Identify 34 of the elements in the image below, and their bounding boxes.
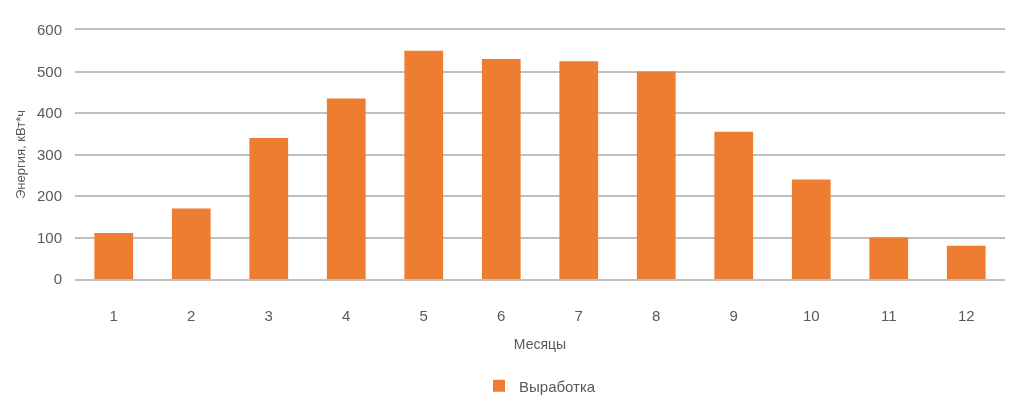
y-tick-label: 500	[36, 62, 62, 80]
bar	[714, 131, 754, 279]
x-tick-label: 5	[419, 307, 428, 324]
x-tick-label: 3	[264, 307, 273, 324]
x-tick-label: 11	[880, 307, 897, 324]
x-tick-label: 8	[652, 307, 661, 324]
x-axis-title: Месяцы	[513, 335, 567, 352]
x-tick-label: 2	[187, 307, 196, 324]
y-tick-label: 0	[53, 270, 62, 288]
y-tick-label: 100	[36, 228, 62, 246]
x-tick-label: 4	[342, 307, 351, 324]
x-tick-label: 1	[109, 307, 118, 324]
y-tick-label: 300	[36, 145, 62, 163]
legend-label: Выработка	[519, 377, 596, 395]
bar	[636, 71, 676, 279]
y-tick-label: 400	[36, 104, 62, 122]
y-axis-title: Энергия, кВт*ч	[12, 110, 28, 199]
bar	[171, 208, 211, 279]
x-tick-label: 10	[802, 307, 820, 324]
y-tick-label: 600	[36, 21, 62, 39]
bar	[946, 245, 986, 279]
bar	[481, 59, 521, 279]
x-tick-label: 7	[574, 307, 583, 324]
bar	[559, 61, 599, 279]
x-tick-label: 6	[497, 307, 506, 324]
bar	[791, 179, 831, 279]
bar	[869, 237, 909, 279]
bar	[249, 137, 289, 279]
y-tick-label: 200	[36, 187, 62, 205]
bar	[404, 50, 444, 279]
x-tick-label: 9	[729, 307, 738, 324]
bar	[326, 98, 366, 279]
x-tick-label: 12	[957, 307, 975, 324]
bar	[94, 232, 134, 279]
